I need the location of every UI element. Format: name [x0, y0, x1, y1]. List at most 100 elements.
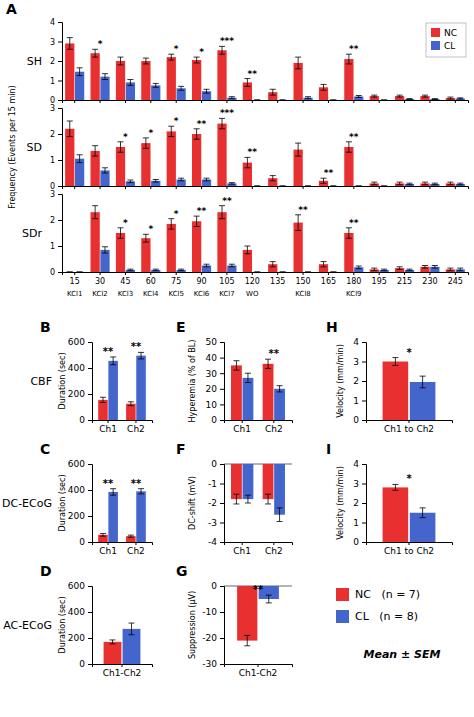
- error-bar: [127, 269, 133, 271]
- y-tick-label: 1: [353, 396, 359, 406]
- series: [104, 640, 122, 664]
- y-tick: 2: [50, 130, 62, 139]
- y-axis-line: [58, 195, 63, 273]
- significance: **: [131, 341, 142, 352]
- bar: [65, 43, 74, 100]
- legend-label: NC (n = 7): [355, 588, 420, 601]
- error-bar: [270, 89, 276, 95]
- x-tick-mark: [242, 542, 243, 545]
- x-tick: 45: [120, 272, 130, 286]
- y-tick: 0: [50, 268, 62, 277]
- x-tick: [429, 100, 430, 103]
- y-tick-label: 10: [206, 400, 218, 410]
- y-tick: 0: [353, 537, 366, 547]
- y-tick-label: 200: [68, 389, 85, 399]
- series: [108, 352, 145, 420]
- y-tick-label: 2: [50, 130, 55, 139]
- legend-label: CL: [444, 41, 455, 51]
- y-tick: 600: [68, 459, 92, 469]
- x-tick-mark: [150, 186, 151, 189]
- error-bar: [280, 272, 286, 273]
- significance: ***: [220, 36, 234, 46]
- x-tick-mark: [277, 100, 278, 103]
- y-tick-label: 0: [79, 415, 85, 425]
- bar: [303, 186, 312, 187]
- x-tick-label: 165: [321, 277, 336, 286]
- error-bar: [102, 74, 108, 80]
- y-tick-mark: [58, 108, 62, 109]
- y-tick-mark: [220, 342, 224, 343]
- x-axis: Ch1 to Ch2: [367, 542, 453, 556]
- y-axis: 01234: [353, 337, 366, 425]
- error-bar: [143, 138, 149, 148]
- x-tick: [100, 186, 101, 189]
- y-tick: 3: [50, 190, 62, 199]
- error-bar: [110, 357, 116, 365]
- error-bar: [219, 46, 225, 54]
- x-tick-label: 30: [95, 277, 105, 286]
- bar: [136, 356, 146, 420]
- error-bar: [457, 268, 463, 271]
- error-bar: [118, 57, 124, 65]
- y-tick-label: 3: [353, 479, 359, 489]
- y-tick-label: -20: [202, 633, 217, 643]
- legend-swatch: [336, 588, 349, 601]
- error-bar: [346, 54, 352, 64]
- error-bar: [397, 267, 403, 270]
- error-bar: [77, 155, 83, 163]
- bar: [370, 96, 379, 100]
- y-tick-mark: [88, 490, 92, 491]
- x-tick: [429, 186, 430, 189]
- y-tick-label: 400: [68, 363, 85, 373]
- error-bar: [371, 95, 377, 97]
- series: [231, 464, 273, 504]
- significance: ***: [220, 108, 234, 118]
- x-sublabel: KCl4: [143, 290, 159, 298]
- y-tick-label: 30: [206, 369, 218, 379]
- y-tick: 400: [68, 485, 92, 495]
- panel: 0200400600Ch1-Ch2AC-ECoGDuration (sec)D: [3, 563, 152, 678]
- y-tick-label: 0: [353, 537, 359, 547]
- error-bar: [422, 266, 428, 269]
- x-tick-label: 60: [146, 277, 156, 286]
- y-tick: 1: [50, 156, 62, 165]
- panel: 01234**********SHANCCL: [6, 1, 469, 105]
- y-axis: 0123: [50, 190, 63, 277]
- y-tick: 1: [50, 242, 62, 251]
- y-tick: 3: [50, 38, 62, 47]
- bar: [379, 186, 388, 187]
- error-bar: [447, 268, 453, 271]
- y-tick-label: 600: [68, 581, 85, 591]
- error-bar: [128, 535, 134, 537]
- x-tick: 165: [321, 272, 336, 286]
- y-tick-label: 1: [353, 518, 359, 528]
- x-axis: Ch1Ch2: [93, 542, 153, 556]
- x-axis-line: [93, 543, 153, 546]
- bar: [65, 272, 74, 273]
- error-bar: [194, 216, 200, 226]
- x-tick-mark: [176, 272, 177, 275]
- x-tick-label: 120: [245, 277, 260, 286]
- y-axis-title: Duration (sec): [58, 596, 67, 653]
- error-bar: [397, 182, 403, 185]
- y-tick-mark: [88, 516, 92, 517]
- bar: [405, 99, 414, 100]
- x-tick-label: Ch1: [233, 546, 251, 556]
- y-tick-mark: [362, 401, 366, 402]
- error-bar: [432, 183, 438, 185]
- y-tick-mark: [220, 523, 224, 524]
- error-bar: [102, 247, 108, 253]
- bar: [383, 362, 409, 421]
- y-tick-label: 0: [79, 659, 85, 669]
- error-bar: [321, 262, 327, 267]
- x-tick-mark: [252, 272, 253, 275]
- error-bar: [447, 97, 453, 99]
- bar: [278, 100, 287, 101]
- y-tick: 600: [68, 581, 92, 591]
- y-tick-mark: [58, 81, 62, 82]
- y-tick-mark: [362, 503, 366, 504]
- bar: [217, 124, 226, 186]
- x-tick-label: Ch1: [99, 546, 117, 556]
- y-tick-mark: [220, 484, 224, 485]
- row-title: AC-ECoG: [3, 619, 52, 632]
